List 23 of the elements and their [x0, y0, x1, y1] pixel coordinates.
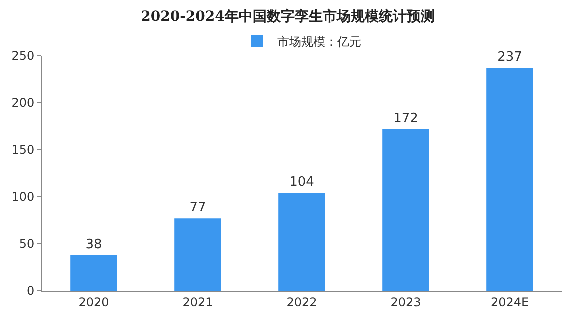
data-label: 77 — [190, 200, 206, 216]
bar — [70, 255, 118, 291]
bar — [382, 129, 430, 291]
legend-label: 市场规模：亿元 — [278, 35, 362, 50]
bar — [278, 193, 326, 291]
bar — [486, 68, 534, 291]
y-tick-label: 0 — [26, 284, 35, 298]
x-tick-label: 2022 — [286, 295, 318, 310]
data-label: 104 — [290, 175, 314, 190]
data-label: 172 — [394, 111, 418, 126]
data-label: 237 — [498, 50, 522, 66]
data-label: 38 — [86, 237, 102, 252]
y-tick-label: 50 — [19, 237, 35, 252]
y-tick-label: 200 — [12, 96, 35, 110]
y-tick-label: 150 — [12, 143, 35, 158]
x-tick-label: 2020 — [78, 295, 110, 310]
bar — [174, 218, 222, 291]
y-tick-label: 100 — [12, 190, 35, 204]
y-tick-label: 250 — [12, 49, 35, 64]
x-tick-label: 2024E — [490, 295, 530, 310]
x-tick-label: 2023 — [390, 295, 422, 310]
chart-title: 2020-2024年中国数字孪生市场规模统计预测 — [141, 8, 435, 26]
x-tick-label: 2021 — [182, 295, 214, 310]
